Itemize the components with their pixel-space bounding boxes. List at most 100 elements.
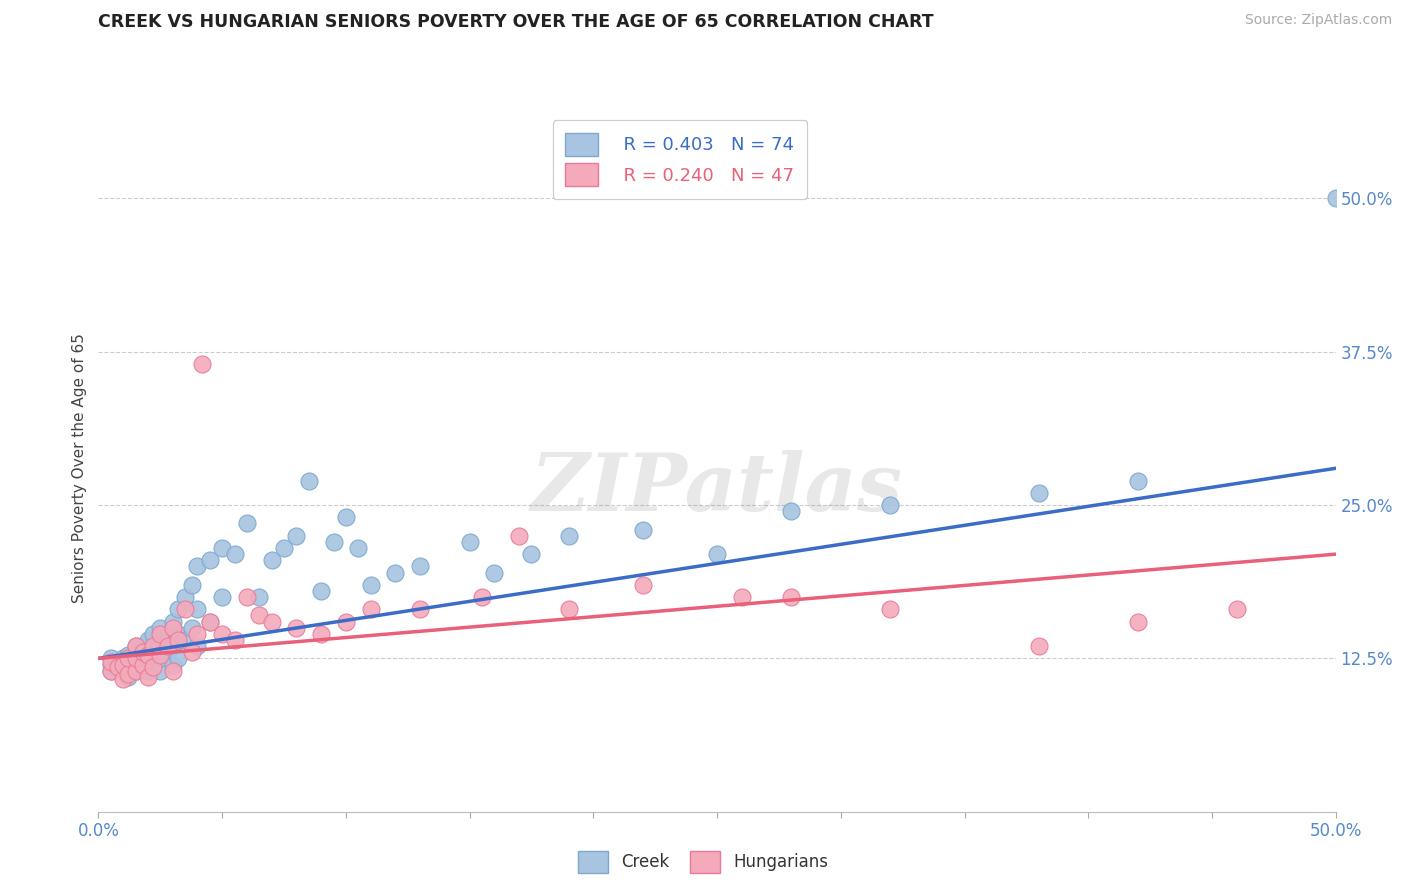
Point [174, 590, 197, 604]
Point [181, 621, 204, 635]
Point [181, 645, 204, 659]
Point [112, 651, 135, 665]
Point [508, 529, 530, 543]
Point [166, 633, 188, 648]
Point [309, 584, 332, 599]
Point [162, 657, 184, 672]
Point [132, 639, 155, 653]
Point [706, 547, 728, 561]
Y-axis label: Seniors Poverty Over the Age of 65: Seniors Poverty Over the Age of 65 [72, 334, 87, 603]
Point [132, 648, 155, 662]
Point [458, 534, 481, 549]
Point [484, 566, 506, 580]
Point [631, 578, 654, 592]
Point [100, 657, 122, 672]
Point [117, 655, 139, 669]
Point [100, 664, 122, 678]
Point [174, 602, 197, 616]
Point [124, 639, 146, 653]
Point [260, 615, 283, 629]
Point [166, 651, 188, 665]
Point [186, 627, 208, 641]
Point [149, 621, 172, 635]
Point [132, 657, 155, 672]
Point [360, 602, 382, 616]
Point [298, 474, 321, 488]
Point [247, 608, 270, 623]
Point [247, 590, 270, 604]
Point [557, 529, 579, 543]
Point [198, 615, 221, 629]
Point [124, 645, 146, 659]
Point [124, 664, 146, 678]
Point [1028, 485, 1050, 500]
Point [107, 660, 129, 674]
Point [132, 657, 155, 672]
Point [124, 639, 146, 653]
Point [136, 645, 159, 659]
Legend: Creek, Hungarians: Creek, Hungarians [571, 845, 835, 880]
Point [112, 657, 135, 672]
Point [162, 664, 184, 678]
Point [132, 645, 155, 659]
Point [100, 655, 122, 669]
Point [191, 357, 214, 371]
Point [136, 664, 159, 678]
Point [112, 673, 135, 687]
Point [347, 541, 370, 555]
Point [136, 670, 159, 684]
Point [471, 590, 494, 604]
Point [780, 590, 803, 604]
Point [136, 633, 159, 648]
Point [1126, 474, 1149, 488]
Point [198, 553, 221, 567]
Point [149, 651, 172, 665]
Point [142, 660, 165, 674]
Point [186, 602, 208, 616]
Point [211, 541, 233, 555]
Point [198, 615, 221, 629]
Point [309, 627, 332, 641]
Point [186, 559, 208, 574]
Point [124, 651, 146, 665]
Point [117, 651, 139, 665]
Point [156, 639, 179, 653]
Point [1126, 615, 1149, 629]
Point [156, 627, 179, 641]
Point [136, 655, 159, 669]
Text: CREEK VS HUNGARIAN SENIORS POVERTY OVER THE AGE OF 65 CORRELATION CHART: CREEK VS HUNGARIAN SENIORS POVERTY OVER … [98, 13, 934, 31]
Point [117, 648, 139, 662]
Point [156, 645, 179, 659]
Point [335, 615, 357, 629]
Point [780, 504, 803, 518]
Point [124, 651, 146, 665]
Point [117, 660, 139, 674]
Point [149, 639, 172, 653]
Point [142, 639, 165, 653]
Point [260, 553, 283, 567]
Point [162, 639, 184, 653]
Point [224, 633, 246, 648]
Point [136, 648, 159, 662]
Point [285, 621, 308, 635]
Point [112, 657, 135, 672]
Point [1324, 192, 1347, 206]
Point [100, 664, 122, 678]
Point [1226, 602, 1249, 616]
Point [174, 633, 197, 648]
Point [181, 578, 204, 592]
Point [322, 534, 344, 549]
Point [100, 651, 122, 665]
Point [631, 523, 654, 537]
Point [166, 602, 188, 616]
Point [142, 639, 165, 653]
Point [335, 510, 357, 524]
Point [124, 664, 146, 678]
Point [117, 670, 139, 684]
Point [285, 529, 308, 543]
Point [384, 566, 406, 580]
Legend:   R = 0.403   N = 74,   R = 0.240   N = 47: R = 0.403 N = 74, R = 0.240 N = 47 [553, 120, 807, 199]
Point [117, 667, 139, 681]
Point [557, 602, 579, 616]
Point [149, 664, 172, 678]
